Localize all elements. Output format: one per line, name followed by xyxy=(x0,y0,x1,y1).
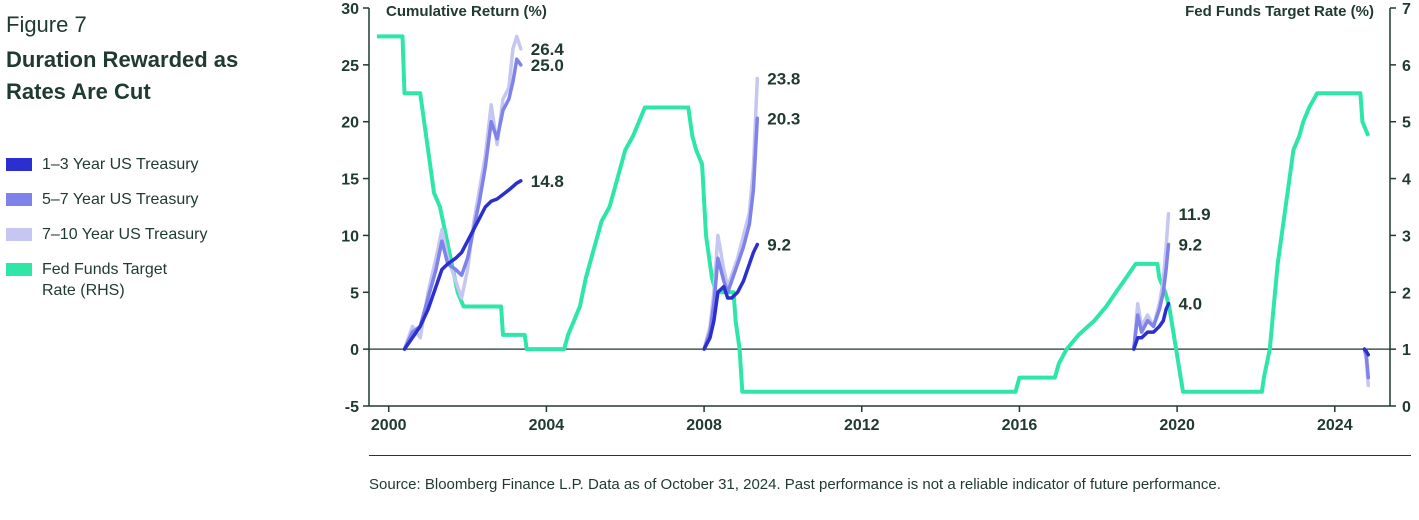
chart-series xyxy=(376,34,1371,394)
chart-end-labels: 26.425.0 14.8 23.8 20.3 9.2 11.9 9.2 4.0 xyxy=(531,40,1211,314)
x-tick-label: 2008 xyxy=(686,417,722,434)
treasury-series-line xyxy=(702,242,760,351)
treasury-series-line xyxy=(402,179,523,351)
source-note: Source: Bloomberg Finance L.P. Data as o… xyxy=(369,476,1221,493)
left-tick-label: 0 xyxy=(350,342,359,359)
figure-title: Duration Rewarded as Rates Are Cut xyxy=(6,47,239,104)
legend-item-7-10yr: 7–10 Year US Treasury xyxy=(6,224,306,245)
left-tick-label: 10 xyxy=(341,228,359,245)
right-tick-label: 3 xyxy=(1402,228,1411,245)
source-divider xyxy=(369,455,1411,456)
left-tick-label: -5 xyxy=(345,399,359,416)
right-tick-label: 1 xyxy=(1402,342,1411,359)
legend: 1–3 Year US Treasury 5–7 Year US Treasur… xyxy=(6,154,306,315)
legend-item-fed-funds: Fed Funds Target Rate (RHS) xyxy=(6,259,306,301)
legend-label-7-10yr: 7–10 Year US Treasury xyxy=(42,226,208,243)
right-axis-title: Fed Funds Target Rate (%) xyxy=(1185,3,1374,20)
x-tick-label: 2000 xyxy=(371,417,407,434)
right-tick-label: 5 xyxy=(1402,115,1411,132)
legend-swatch-1-3yr xyxy=(6,158,32,171)
right-tick-label: 2 xyxy=(1402,285,1411,302)
legend-item-1-3yr: 1–3 Year US Treasury xyxy=(6,154,306,175)
treasury-series-line xyxy=(1132,301,1171,351)
left-tick-label: 30 xyxy=(341,1,359,18)
x-tick-label: 2016 xyxy=(1002,417,1038,434)
x-tick-label: 2004 xyxy=(529,417,565,434)
end-value-label: 20.3 xyxy=(767,109,800,128)
end-value-label: 11.9 xyxy=(1178,205,1210,224)
left-tick-label: 5 xyxy=(350,285,359,302)
figure-label: Figure 7 xyxy=(6,12,87,37)
end-value-label: 25.0 xyxy=(531,56,564,75)
left-axis-title: Cumulative Return (%) xyxy=(386,3,547,20)
right-tick-label: 6 xyxy=(1402,58,1411,75)
legend-label-5-7yr: 5–7 Year US Treasury xyxy=(42,191,199,208)
legend-swatch-5-7yr xyxy=(6,193,32,206)
legend-label-fed-funds: Fed Funds Target Rate (RHS) xyxy=(42,261,168,299)
left-tick-label: 15 xyxy=(341,172,359,189)
end-value-label: 9.2 xyxy=(1178,236,1202,255)
end-value-label: 26.4 xyxy=(531,40,565,59)
legend-item-5-7yr: 5–7 Year US Treasury xyxy=(6,189,306,210)
treasury-series-line xyxy=(702,116,760,351)
right-tick-label: 0 xyxy=(1402,399,1411,416)
x-tick-label: 2012 xyxy=(844,417,880,434)
end-value-label: 14.8 xyxy=(531,172,564,191)
left-tick-label: 25 xyxy=(341,58,359,75)
right-tick-label: 7 xyxy=(1402,1,1411,18)
left-tick-label: 20 xyxy=(341,115,359,132)
treasury-series-line xyxy=(1132,242,1171,351)
right-tick-label: 4 xyxy=(1402,172,1411,189)
treasury-series-line xyxy=(1362,347,1371,357)
fed-funds-line xyxy=(376,34,1371,394)
legend-swatch-7-10yr xyxy=(6,228,32,241)
end-value-label: 4.0 xyxy=(1178,295,1202,314)
end-value-label: 23.8 xyxy=(767,70,800,89)
legend-swatch-fed-funds xyxy=(6,263,32,276)
x-tick-label: 2020 xyxy=(1159,417,1195,434)
end-value-label: 9.2 xyxy=(767,236,791,255)
legend-label-1-3yr: 1–3 Year US Treasury xyxy=(42,156,199,173)
x-tick-label: 2024 xyxy=(1317,417,1353,434)
treasury-series-line xyxy=(402,57,523,351)
